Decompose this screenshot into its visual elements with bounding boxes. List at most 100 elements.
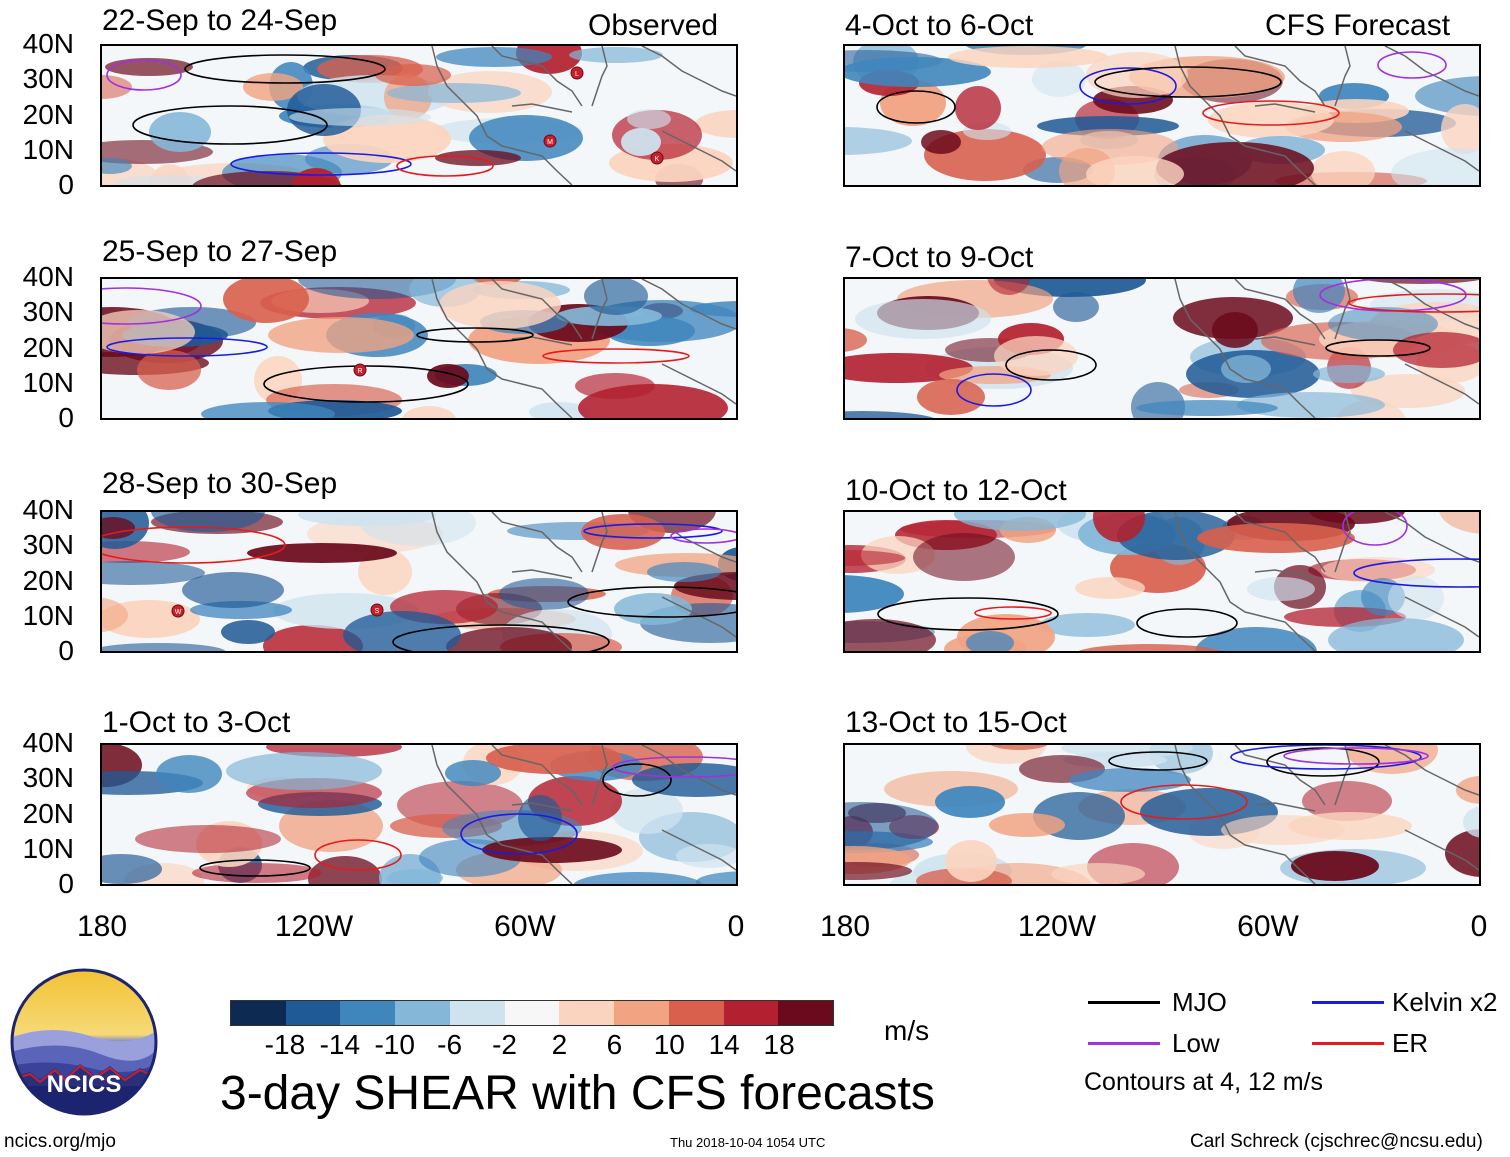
logo-text: NCICS [47,1071,122,1098]
panel-title-left-1: 25-Sep to 27-Sep [102,235,338,268]
legend-line-er [1312,1042,1384,1045]
contour-line [670,528,736,544]
shear-field [102,745,736,884]
contour-line [1230,745,1422,770]
colorbar-swatch-0 [231,1001,286,1025]
colorbar-swatch-9 [723,1001,779,1025]
contour-line [1005,349,1097,381]
contour-line [956,373,1032,407]
contour-line [1353,558,1479,588]
svg-text:S: S [375,608,380,615]
contour-line [877,597,1059,631]
main-title: 3-day SHEAR with CFS forecasts [220,1067,935,1120]
contour-line [876,90,956,124]
colorbar-swatch-10 [778,1001,834,1025]
lat-label-row2-3: 10N [22,599,74,631]
lat-label-row2-2: 20N [22,564,74,596]
panel-title-right-2: 10-Oct to 12-Oct [845,474,1067,507]
lat-label-row1-4: 0 [58,402,74,433]
colorbar-label-2: -10 [374,1029,415,1060]
coastline [431,512,736,651]
panel-title-right-0: 4-Oct to 6-Oct [845,9,1034,42]
contour-line [106,59,182,91]
shear-field [845,279,1479,418]
panel-tag-cfs-forecast: CFS Forecast [1265,9,1451,42]
shear-field [845,46,1479,185]
lat-label-row0-2: 20N [22,98,74,130]
colorbar-swatch-4 [449,1001,505,1025]
contour-line [542,348,690,364]
colorbar-label-4: -2 [492,1029,517,1060]
contour-line [1108,751,1208,771]
legend-label-low: Low [1172,1028,1220,1058]
lon-label-120w-right: 120W [1017,910,1097,943]
colorbar-units: m/s [884,1015,930,1046]
contour-line [102,287,202,325]
contour-line [184,54,386,84]
colorbar [230,1000,834,1026]
colorbar-swatch-1 [285,1001,341,1025]
storm-marker-icon: S [370,603,384,617]
storm-marker-icon: W [171,604,185,618]
footer-url[interactable]: ncics.org/mjo [4,1131,116,1152]
contour-line [1348,293,1479,313]
lat-label-row1-2: 20N [22,331,74,363]
map-panel-right-1 [843,277,1481,420]
colorbar-label-3: -6 [437,1029,463,1060]
contour-line [583,523,723,539]
svg-text:M: M [547,139,553,146]
colorbar-label-9: 18 [763,1029,795,1060]
legend-label-mjo: MJO [1172,987,1227,1017]
colorbar-label-5: 2 [551,1029,568,1060]
contour-line [1136,608,1238,638]
colorbar-swatch-5 [504,1001,560,1025]
coastline [1174,279,1479,418]
storm-marker-icon: M [543,134,557,148]
lat-label-row0-1: 30N [22,63,74,95]
map-panel-left-1: R [100,277,738,420]
lat-label-row2-4: 0 [58,635,74,666]
contour-line [392,624,610,651]
contour-line [460,813,578,855]
coastline [1174,46,1479,185]
coastline [431,279,736,418]
contour-line [1094,66,1282,98]
contour-line [1325,339,1431,357]
colorbar-swatch-6 [559,1001,615,1025]
colorbar-label-0: -18 [264,1029,306,1060]
coastline [431,745,736,884]
panel-title-right-3: 13-Oct to 15-Oct [845,706,1067,739]
contour-line [1377,51,1447,79]
footer-timestamp: Thu 2018-10-04 1054 UTC [670,1135,826,1150]
lat-label-row0-3: 10N [22,133,74,165]
map-panel-right-3 [843,743,1481,886]
contour-line [1079,67,1177,105]
legend-label-kelvin: Kelvin x2 [1392,987,1498,1017]
contour-line [974,606,1052,620]
lat-label-row3-4: 0 [58,868,74,899]
contours-note: Contours at 4, 12 m/s [1084,1068,1324,1096]
map-panel-left-3 [100,743,738,886]
contour-line [102,526,286,564]
legend-line-mjo [1088,1001,1160,1004]
shear-field [845,745,1479,884]
map-panel-right-0 [843,44,1481,187]
footer-author: Carl Schreck (cjschrec@ncsu.edu) [1190,1131,1483,1152]
panel-title-left-0: 22-Sep to 24-Sep [102,4,338,37]
shear-field: R [102,279,736,418]
colorbar-swatch-7 [614,1001,669,1025]
contour-line [1120,784,1248,820]
shear-field: L M K [102,46,736,185]
lat-label-row3-3: 10N [22,832,74,864]
coastline [1174,512,1479,651]
ncics-logo: NCICS [10,968,158,1116]
storm-marker-icon: L [570,66,584,80]
legend-line-kelvin [1312,1001,1384,1004]
contour-line [567,586,736,618]
storm-marker-icon: R [353,363,367,377]
lon-label-60w-right: 60W [1237,910,1299,943]
lon-label-180-left: 180 [76,910,128,943]
colorbar-label-7: 10 [653,1029,685,1060]
panel-title-left-2: 28-Sep to 30-Sep [102,467,338,500]
